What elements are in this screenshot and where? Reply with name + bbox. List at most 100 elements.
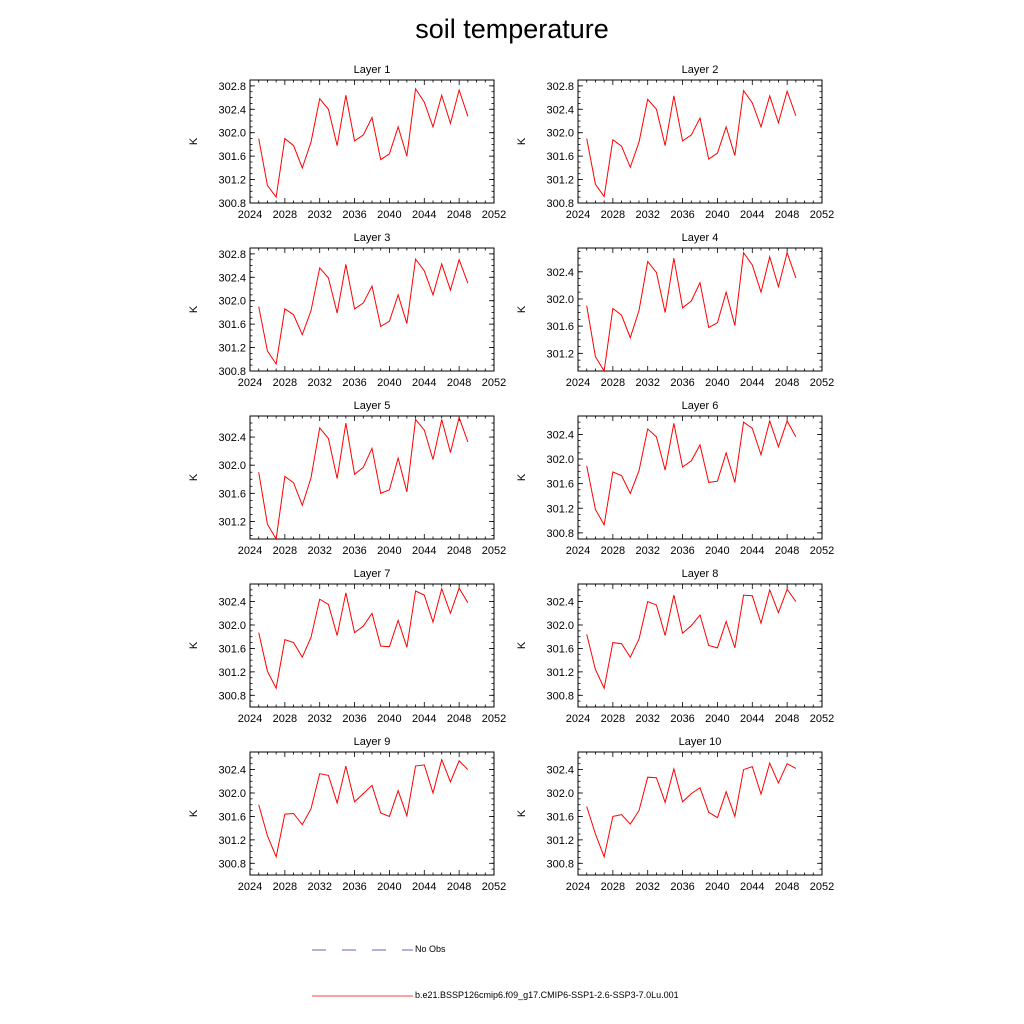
y-tick-label: 301.6 <box>546 811 574 823</box>
x-tick-label: 2024 <box>566 881 590 893</box>
plot-frame <box>577 415 823 540</box>
y-tick-label: 302.4 <box>546 597 574 609</box>
series-line <box>258 257 469 366</box>
x-tick-label: 2032 <box>635 881 659 893</box>
series-line <box>258 586 469 690</box>
x-tick-label: 2036 <box>342 713 366 725</box>
x-tick-label: 2024 <box>238 377 262 389</box>
x-tick-label: 2048 <box>775 881 799 893</box>
x-tick-label: 2052 <box>810 209 834 221</box>
x-tick-label: 2040 <box>377 377 401 389</box>
x-tick-label: 2044 <box>740 209 764 221</box>
x-tick-label: 2028 <box>273 713 297 725</box>
y-tick-label: 301.6 <box>546 321 574 333</box>
y-tick-label: 300.8 <box>546 198 574 210</box>
x-tick-label: 2052 <box>482 881 506 893</box>
series-line <box>586 251 797 373</box>
y-tick-label: 301.6 <box>546 643 574 655</box>
y-tick-label: 302.8 <box>218 249 246 261</box>
x-tick-label: 2048 <box>447 881 471 893</box>
figure-title: soil temperature <box>415 14 609 44</box>
x-tick-label: 2052 <box>810 713 834 725</box>
x-tick-label: 2036 <box>670 545 694 557</box>
y-tick-label: 302.0 <box>546 788 574 800</box>
x-tick-label: 2040 <box>377 545 401 557</box>
x-tick-label: 2036 <box>670 881 694 893</box>
y-tick-label: 302.0 <box>546 128 574 140</box>
y-tick-label: 302.4 <box>546 267 574 279</box>
x-tick-label: 2044 <box>740 881 764 893</box>
chart-panel: Layer 8 2024 2028 2032 2036 2040 2044 2048 2052 3… <box>516 568 834 725</box>
chart-panel: Layer 4 2024 2028 2032 2036 2040 2044 2048 2052 3… <box>516 232 834 389</box>
x-tick-label: 2040 <box>705 209 729 221</box>
chart-panel: Layer 7 2024 2028 2032 2036 2040 2044 2048 2052 3… <box>188 568 506 725</box>
y-tick-label: 300.8 <box>218 690 246 702</box>
x-tick-label: 2032 <box>307 881 331 893</box>
x-tick-label: 2040 <box>705 545 729 557</box>
x-tick-label: 2052 <box>810 881 834 893</box>
x-tick-label: 2024 <box>238 209 262 221</box>
y-axis-label: K <box>188 305 200 313</box>
y-tick-label: 301.2 <box>218 343 246 355</box>
y-axis-label: K <box>516 137 528 145</box>
x-tick-label: 2052 <box>482 545 506 557</box>
x-tick-label: 2028 <box>273 377 297 389</box>
x-tick-label: 2040 <box>377 713 401 725</box>
x-tick-label: 2036 <box>342 545 366 557</box>
x-tick-label: 2032 <box>635 713 659 725</box>
y-tick-label: 301.2 <box>218 516 246 528</box>
x-tick-label: 2052 <box>482 377 506 389</box>
x-tick-label: 2040 <box>377 209 401 221</box>
y-tick-label: 302.8 <box>546 81 574 93</box>
y-tick-label: 302.0 <box>218 620 246 632</box>
x-tick-label: 2052 <box>482 209 506 221</box>
y-axis-label: K <box>188 137 200 145</box>
y-tick-label: 301.6 <box>218 643 246 655</box>
x-tick-label: 2044 <box>412 209 436 221</box>
x-tick-label: 2032 <box>307 545 331 557</box>
series-line <box>258 87 469 199</box>
chart-title: Layer 4 <box>682 232 719 244</box>
legend-no-obs-label: No Obs <box>415 944 446 954</box>
y-tick-label: 302.0 <box>218 460 246 472</box>
series-line <box>586 761 797 859</box>
chart-title: Layer 8 <box>682 568 719 580</box>
y-axis-label: K <box>516 473 528 481</box>
y-tick-label: 302.0 <box>546 454 574 466</box>
y-tick-label: 301.6 <box>218 488 246 500</box>
x-tick-label: 2044 <box>740 545 764 557</box>
y-tick-label: 300.8 <box>546 528 574 540</box>
chart-title: Layer 3 <box>354 232 391 244</box>
y-tick-label: 301.6 <box>218 811 246 823</box>
x-tick-label: 2040 <box>705 377 729 389</box>
x-tick-label: 2048 <box>447 209 471 221</box>
x-tick-label: 2036 <box>670 377 694 389</box>
x-tick-label: 2032 <box>307 713 331 725</box>
x-tick-label: 2036 <box>342 377 366 389</box>
y-tick-label: 301.2 <box>218 835 246 847</box>
y-tick-label: 302.0 <box>218 128 246 140</box>
chart-title: Layer 1 <box>354 64 391 76</box>
x-tick-label: 2028 <box>601 209 625 221</box>
series-line <box>258 415 469 541</box>
y-tick-label: 302.4 <box>218 597 246 609</box>
y-tick-label: 302.4 <box>218 765 246 777</box>
y-tick-label: 302.0 <box>546 620 574 632</box>
y-tick-label: 300.8 <box>546 858 574 870</box>
y-tick-label: 302.8 <box>218 81 246 93</box>
chart-title: Layer 6 <box>682 400 719 412</box>
x-tick-label: 2032 <box>307 209 331 221</box>
y-tick-label: 301.2 <box>218 667 246 679</box>
x-tick-label: 2028 <box>601 713 625 725</box>
y-axis-label: K <box>188 641 200 649</box>
y-tick-label: 302.4 <box>218 432 246 444</box>
x-tick-label: 2028 <box>601 545 625 557</box>
chart-title: Layer 9 <box>354 736 391 748</box>
x-tick-label: 2024 <box>566 713 590 725</box>
chart-title: Layer 5 <box>354 400 391 412</box>
y-tick-label: 301.6 <box>218 151 246 163</box>
x-tick-label: 2024 <box>566 545 590 557</box>
x-tick-label: 2052 <box>810 377 834 389</box>
x-tick-label: 2040 <box>705 881 729 893</box>
